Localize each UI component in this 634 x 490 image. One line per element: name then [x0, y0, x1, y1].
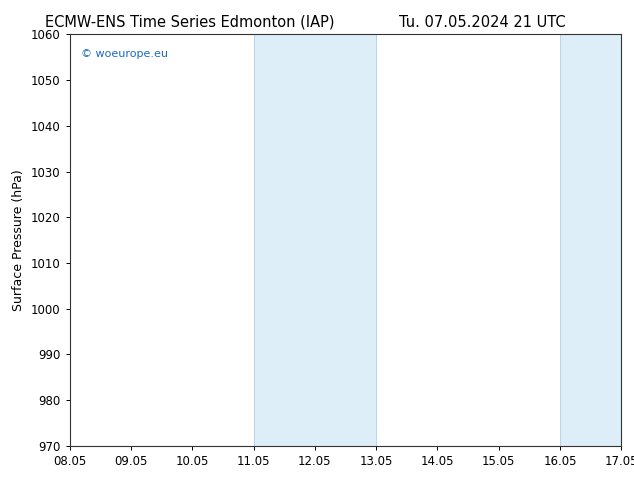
- Bar: [254, 34, 376, 446]
- Text: ECMW-ENS Time Series Edmonton (IAP): ECMW-ENS Time Series Edmonton (IAP): [46, 15, 335, 30]
- Y-axis label: Surface Pressure (hPa): Surface Pressure (hPa): [13, 169, 25, 311]
- Text: © woeurope.eu: © woeurope.eu: [81, 49, 168, 59]
- Text: Tu. 07.05.2024 21 UTC: Tu. 07.05.2024 21 UTC: [399, 15, 565, 30]
- Bar: [560, 34, 634, 446]
